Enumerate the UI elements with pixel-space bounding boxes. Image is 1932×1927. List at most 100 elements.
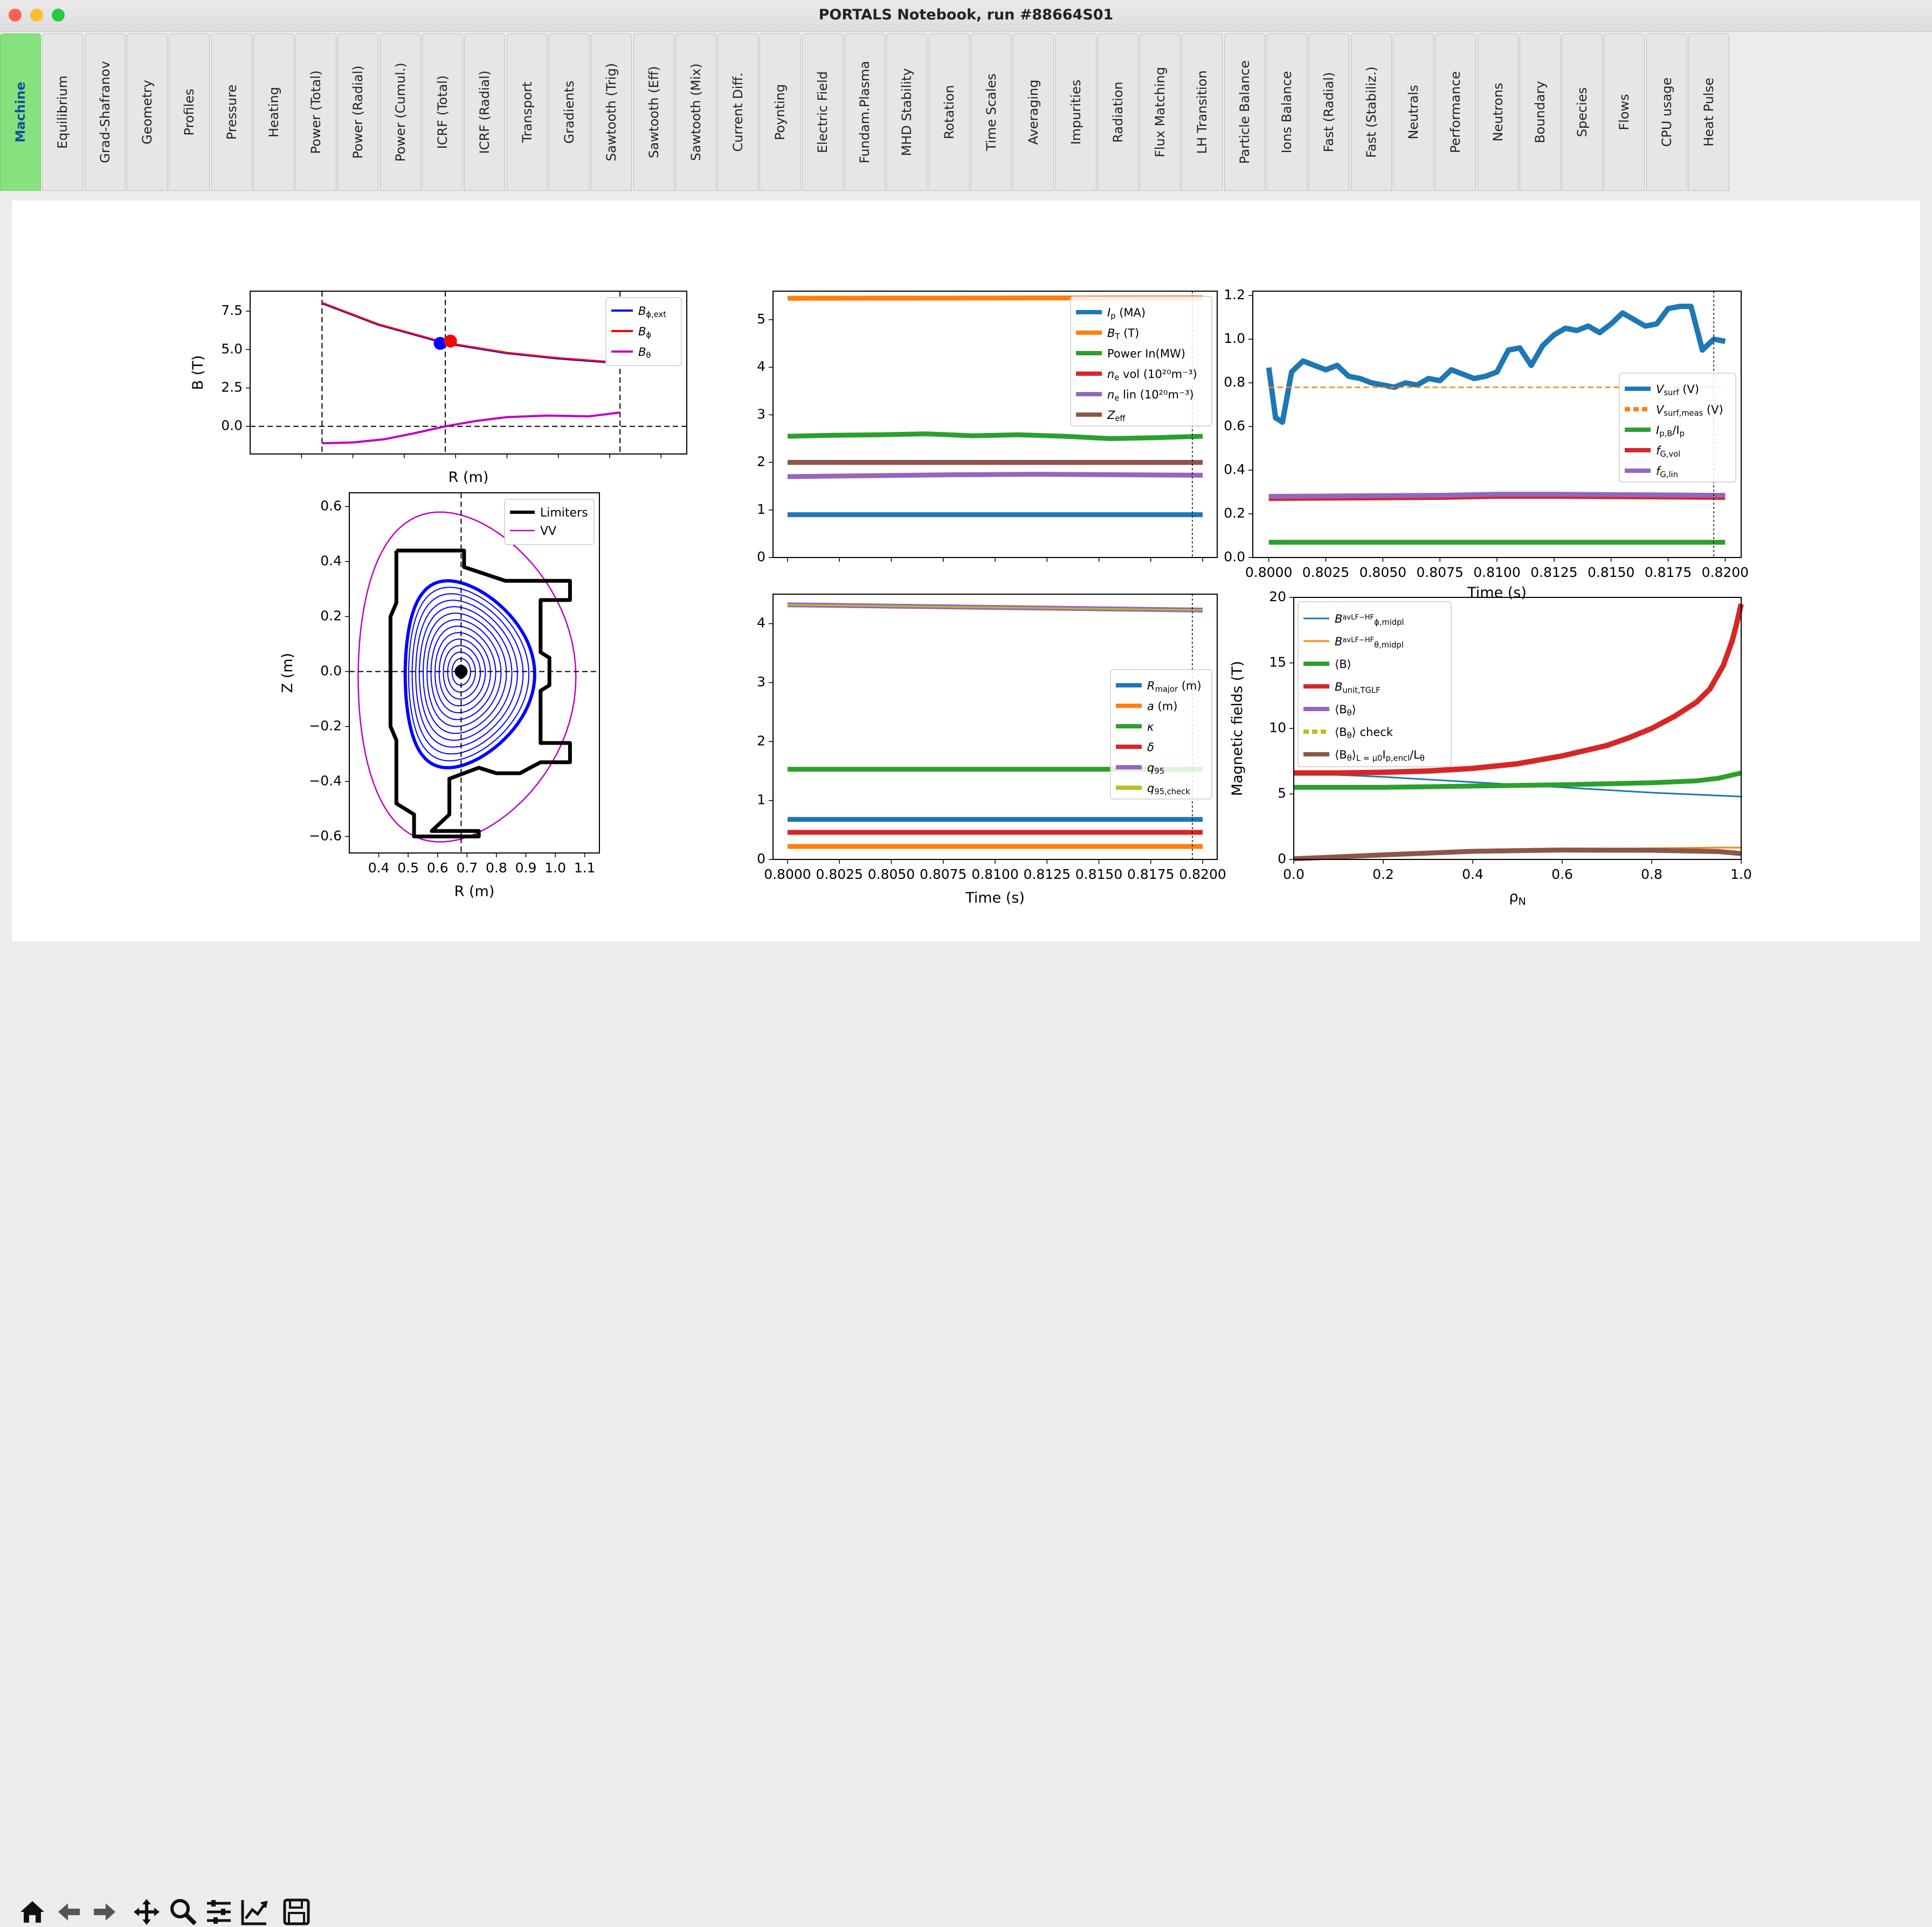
tab-power-cumul[interactable]: Power (Cumul.) bbox=[380, 33, 421, 191]
legend-label-part: θ bbox=[1347, 708, 1352, 718]
legend-label-part: e bbox=[1114, 394, 1119, 403]
tab-ions-balance[interactable]: Ions Balance bbox=[1266, 33, 1307, 191]
flux-surface bbox=[447, 651, 476, 693]
axes-flux-surfaces: −0.6 −0.4 −0.2 0.0 0.2 0.4 0.6 0.4 0.5 0.6 0.7 0.8 0… bbox=[279, 492, 600, 900]
tab-electric-field[interactable]: Electric Field bbox=[802, 33, 843, 191]
legend-label-part: lin (10²⁰m⁻³) bbox=[1119, 388, 1193, 401]
tab-gradients[interactable]: Gradients bbox=[548, 33, 590, 191]
close-window-button[interactable] bbox=[9, 9, 22, 22]
tab-neutrons[interactable]: Neutrons bbox=[1477, 33, 1519, 191]
tab-transport[interactable]: Transport bbox=[506, 33, 548, 191]
tab-heating[interactable]: Heating bbox=[253, 33, 294, 191]
tab-sawtooth-trig[interactable]: Sawtooth (Trig) bbox=[591, 33, 632, 191]
tab-bar: Machine Equilibrium Grad-Shafranov Geometry… bbox=[0, 31, 1932, 193]
legend-box bbox=[1619, 373, 1736, 483]
window-title: PORTALS Notebook, run #88664S01 bbox=[818, 6, 1114, 23]
y-tick-label: 2.5 bbox=[221, 379, 243, 395]
legend-label-part: B bbox=[1335, 680, 1342, 693]
tab-performance[interactable]: Performance bbox=[1435, 33, 1476, 191]
tab-fundam-plasma[interactable]: Fundam.Plasma bbox=[844, 33, 885, 191]
x-axis-label: R (m) bbox=[448, 469, 489, 486]
tab-label: Machine bbox=[13, 81, 28, 143]
tab-averaging[interactable]: Averaging bbox=[1013, 33, 1054, 191]
edit-axes-icon[interactable] bbox=[239, 1897, 270, 1927]
legend-label: Rmajor (m) bbox=[1147, 679, 1202, 694]
x-tick-label: 0.8100 bbox=[1473, 565, 1520, 580]
tab-pressure[interactable]: Pressure bbox=[211, 33, 252, 191]
legend-label-part: ⟨B bbox=[1335, 726, 1347, 739]
flux-surface bbox=[430, 625, 496, 720]
legend-label: BT (T) bbox=[1107, 327, 1139, 341]
minimize-window-button[interactable] bbox=[30, 9, 43, 22]
legend-label: q95,check bbox=[1147, 782, 1190, 796]
home-icon[interactable] bbox=[17, 1897, 47, 1927]
legend-box bbox=[1298, 601, 1452, 767]
tab-lh-transition[interactable]: LH Transition bbox=[1182, 33, 1223, 191]
zoom-icon[interactable] bbox=[168, 1897, 198, 1927]
tab-icrf-radial[interactable]: ICRF (Radial) bbox=[464, 33, 506, 191]
legend-label-part: I bbox=[1382, 748, 1385, 761]
tab-impurities[interactable]: Impurities bbox=[1055, 33, 1096, 191]
axes-magnetic-fields-vs-rho: 0 5 10 15 20 0.0 0.2 0.4 0.6 0.8 1.0 ρN Magnetic fie… bbox=[1229, 589, 1752, 907]
tab-cpu-usage[interactable]: CPU usage bbox=[1646, 33, 1687, 191]
tab-label: Ions Balance bbox=[1279, 71, 1294, 154]
tab-mhd-stability[interactable]: MHD Stability bbox=[886, 33, 928, 191]
legend-label: Bunit,TGLF bbox=[1335, 680, 1381, 695]
legend-label-part: ⟨B⟩ bbox=[1335, 658, 1351, 671]
tab-power-total[interactable]: Power (Total) bbox=[295, 33, 337, 191]
forward-arrow-icon[interactable] bbox=[89, 1897, 120, 1927]
tab-sawtooth-mix[interactable]: Sawtooth (Mix) bbox=[675, 33, 716, 191]
tab-heat-pulse[interactable]: Heat Pulse bbox=[1688, 33, 1729, 191]
tab-fast-stabiliz[interactable]: Fast (Stabiliz.) bbox=[1350, 33, 1392, 191]
tab-label: Current Diff. bbox=[730, 72, 746, 152]
save-icon[interactable] bbox=[281, 1897, 312, 1927]
tab-label: MHD Stability bbox=[899, 68, 915, 156]
back-arrow-icon[interactable] bbox=[54, 1897, 84, 1927]
tab-rotation[interactable]: Rotation bbox=[928, 33, 970, 191]
series-line bbox=[322, 411, 620, 445]
tab-species[interactable]: Species bbox=[1562, 33, 1603, 191]
tab-label: ICRF (Total) bbox=[435, 75, 450, 149]
series-line bbox=[787, 604, 1203, 611]
legend-label-part: (MA) bbox=[1116, 306, 1146, 319]
tab-machine[interactable]: Machine bbox=[0, 33, 41, 191]
tab-poynting[interactable]: Poynting bbox=[760, 33, 801, 191]
legend-label: fG,vol bbox=[1656, 444, 1680, 459]
maximize-window-button[interactable] bbox=[52, 9, 65, 22]
tab-radiation[interactable]: Radiation bbox=[1097, 33, 1138, 191]
figure-canvas[interactable]: 0.0 2.5 5.0 7.5 R (m) B (T) Bϕ,ext Bϕ Bθ −0.6 −0.4… bbox=[12, 201, 1920, 941]
y-tick-label: 15 bbox=[1269, 655, 1286, 670]
axes-frame bbox=[250, 291, 687, 455]
x-tick-label: 0.8075 bbox=[1416, 565, 1463, 580]
legend-label-part: f bbox=[1656, 465, 1662, 478]
tab-label: Transport bbox=[519, 81, 535, 143]
tab-profiles[interactable]: Profiles bbox=[169, 33, 210, 191]
legend-label-part: G,vol bbox=[1660, 450, 1680, 459]
tab-flows[interactable]: Flows bbox=[1604, 33, 1645, 191]
tab-neutrals[interactable]: Neutrals bbox=[1392, 33, 1434, 191]
tab-flux-matching[interactable]: Flux Matching bbox=[1140, 33, 1181, 191]
tab-boundary[interactable]: Boundary bbox=[1519, 33, 1561, 191]
tab-power-radial[interactable]: Power (Radial) bbox=[337, 33, 379, 191]
x-tick-label: 0.2 bbox=[1372, 866, 1394, 882]
tab-time-scales[interactable]: Time Scales bbox=[970, 33, 1012, 191]
tab-particle-balance[interactable]: Particle Balance bbox=[1224, 33, 1265, 191]
tab-equilibrium[interactable]: Equilibrium bbox=[42, 33, 84, 191]
tab-grad-shafranov[interactable]: Grad-Shafranov bbox=[84, 33, 126, 191]
pan-icon[interactable] bbox=[132, 1897, 162, 1927]
tab-current-diff[interactable]: Current Diff. bbox=[717, 33, 759, 191]
y-tick-label: 1.2 bbox=[1224, 287, 1245, 302]
legend-label: ⟨Bθ⟩L = μ0Ip,encl/Lθ bbox=[1335, 748, 1425, 763]
tab-fast-radial[interactable]: Fast (Radial) bbox=[1308, 33, 1350, 191]
tab-label: Heating bbox=[266, 86, 281, 138]
tab-label: Power (Radial) bbox=[350, 65, 366, 159]
legend-box bbox=[1070, 296, 1212, 426]
configure-subplots-icon[interactable] bbox=[204, 1897, 234, 1927]
tab-icrf-total[interactable]: ICRF (Total) bbox=[422, 33, 463, 191]
legend-label: BavLF−HFθ,midpl bbox=[1335, 635, 1404, 650]
tab-geometry[interactable]: Geometry bbox=[126, 33, 168, 191]
tab-label: Equilibrium bbox=[55, 75, 71, 149]
legend-label-part: ⟩ bbox=[1352, 703, 1356, 716]
tab-sawtooth-eff[interactable]: Sawtooth (Eff) bbox=[633, 33, 674, 191]
